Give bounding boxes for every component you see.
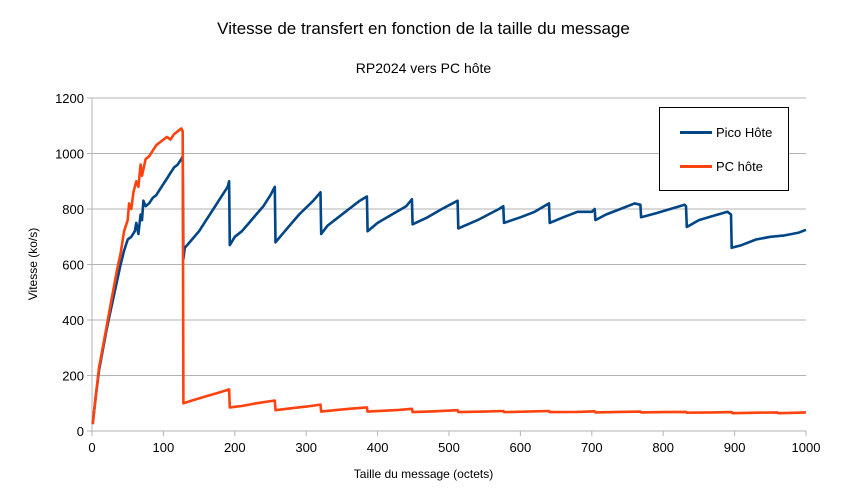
x-tick-label: 0	[88, 440, 95, 455]
x-tick-label: 500	[438, 440, 460, 455]
y-tick-label: 1000	[55, 147, 84, 162]
legend-item-pico-hote: Pico Hôte	[680, 124, 772, 140]
tick-labels: 0 200 400 600 800 1000 1200 0 100 200 300 400 500 600…	[55, 91, 820, 455]
y-tick-label: 200	[62, 369, 84, 384]
series-line-pico-hote	[91, 155, 807, 425]
y-tick-label: 1200	[55, 91, 84, 106]
x-tick-label: 900	[724, 440, 746, 455]
legend-item-pc-hote: PC hôte	[680, 158, 763, 174]
legend-swatch	[680, 164, 712, 168]
x-axis-label: Taille du message (octets)	[353, 467, 494, 481]
x-tick-label: 800	[652, 440, 674, 455]
axes	[87, 97, 807, 436]
series-lines	[91, 127, 807, 425]
x-tick-label: 700	[581, 440, 603, 455]
legend: Pico Hôte PC hôte	[659, 107, 789, 191]
legend-swatch	[680, 130, 712, 134]
y-tick-label: 0	[77, 424, 84, 439]
y-tick-label: 600	[62, 258, 84, 273]
series-line-pc-hote	[91, 127, 807, 425]
chart-title: Vitesse de transfert en fonction de la t…	[217, 19, 630, 38]
chart-subtitle: RP2024 vers PC hôte	[355, 60, 492, 76]
x-tick-label: 100	[153, 440, 175, 455]
x-tick-label: 300	[295, 440, 317, 455]
legend-label: PC hôte	[716, 158, 763, 174]
legend-label: Pico Hôte	[716, 124, 773, 140]
y-tick-label: 400	[62, 313, 84, 328]
x-tick-label: 600	[510, 440, 532, 455]
x-tick-label: 1000	[792, 440, 821, 455]
x-tick-label: 200	[224, 440, 246, 455]
y-tick-label: 800	[62, 202, 84, 217]
x-tick-label: 400	[367, 440, 389, 455]
